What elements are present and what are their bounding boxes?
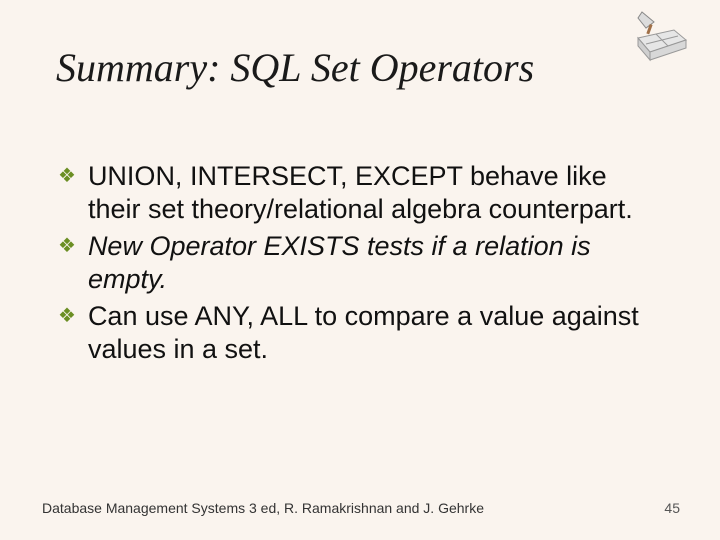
page-number: 45: [664, 500, 680, 516]
list-item-text: UNION, INTERSECT, EXCEPT behave like the…: [88, 160, 660, 226]
list-item: ❖ Can use ANY, ALL to compare a value ag…: [58, 300, 660, 366]
list-item: ❖ UNION, INTERSECT, EXCEPT behave like t…: [58, 160, 660, 226]
list-item-text: Can use ANY, ALL to compare a value agai…: [88, 300, 660, 366]
list-item-text: New Operator EXISTS tests if a relation …: [88, 230, 660, 296]
slide: Summary: SQL Set Operators ❖ UNION, INTE…: [0, 0, 720, 540]
slide-footer: Database Management Systems 3 ed, R. Ram…: [42, 500, 680, 516]
slide-title: Summary: SQL Set Operators: [56, 44, 660, 91]
diamond-bullet-icon: ❖: [58, 160, 76, 193]
diamond-bullet-icon: ❖: [58, 300, 76, 333]
slide-body: ❖ UNION, INTERSECT, EXCEPT behave like t…: [58, 160, 660, 370]
list-item: ❖ New Operator EXISTS tests if a relatio…: [58, 230, 660, 296]
footer-credit: Database Management Systems 3 ed, R. Ram…: [42, 500, 484, 516]
diamond-bullet-icon: ❖: [58, 230, 76, 263]
